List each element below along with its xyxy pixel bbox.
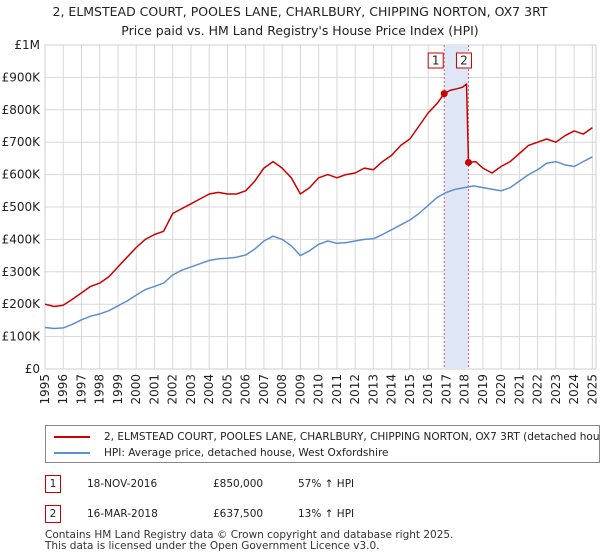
x-tick-label: 2000 [129,374,143,405]
footer-licence: This data is licensed under the Open Gov… [45,540,380,552]
plot-frame [44,44,597,370]
legend-swatch-hpi [54,452,90,454]
x-tick-label: 2006 [239,374,253,405]
highlight-band [444,45,469,369]
chart-title-line-2: Price paid vs. HM Land Registry's House … [121,23,479,38]
transaction-date: 16-MAR-2018 [87,508,158,520]
x-tick-label: 1998 [93,374,107,405]
transaction-hpi: 13% ↑ HPI [298,508,355,520]
property-series-line [44,83,593,308]
x-tick-label: 2013 [366,374,380,405]
x-tick-label: 2010 [312,374,326,405]
x-tick-label: 2021 [512,374,526,405]
y-tick-label: £100K [2,330,42,344]
x-tick-label: 2016 [421,374,435,405]
transaction-marker-label: 2 [45,505,61,523]
y-tick-label: £1M [14,38,40,52]
x-tick-label: 2004 [202,374,216,405]
x-tick-label: 1996 [56,374,70,405]
legend-label-property: 2, ELMSTEAD COURT, POOLES LANE, CHARLBUR… [104,431,600,443]
x-tick-label: 2003 [184,374,198,405]
legend-label-hpi: HPI: Average price, detached house, West… [104,447,389,459]
legend-item-hpi: HPI: Average price, detached house, West… [54,445,389,461]
x-tick-label: 2008 [275,374,289,405]
legend-item-property: 2, ELMSTEAD COURT, POOLES LANE, CHARLBUR… [54,429,600,445]
transaction-marker-box [427,52,444,69]
footer: Contains HM Land Registry data © Crown c… [45,530,453,552]
x-tick-label: 2020 [494,374,508,405]
y-tick-label: £300K [2,265,42,279]
x-tick-label: 2015 [403,374,417,405]
chart-title: 2, ELMSTEAD COURT, POOLES LANE, CHARLBUR… [0,2,600,40]
footer-copyright: Contains HM Land Registry data © Crown c… [45,529,454,541]
chart-series [44,83,593,330]
x-axis-ticks: 1995 1996 1997 1998 1999 2000 2001 2002 2003 2004… [38,374,599,405]
hpi-series-line [44,156,593,330]
x-tick-label: 2023 [549,374,563,405]
y-tick-label: £700K [2,135,42,149]
chart-grid [44,44,597,370]
x-tick-label: 2001 [147,374,161,405]
x-tick-label: 2007 [257,374,271,405]
x-tick-label: 2009 [293,374,307,405]
y-tick-label: £0 [25,362,40,376]
y-tick-label: £800K [2,103,42,117]
y-tick-label: £900K [2,70,42,84]
y-axis-ticks: £0 £100K £200K £300K £400K £500K £600K £700K £80… [2,38,42,376]
y-tick-label: £500K [2,200,42,214]
x-tick-label: 2017 [439,374,453,405]
x-tick-label: 2019 [476,374,490,405]
chart-legend: 2, ELMSTEAD COURT, POOLES LANE, CHARLBUR… [45,425,600,463]
x-tick-label: 2002 [166,374,180,405]
transaction-marker-label: 1 [432,54,440,68]
x-tick-label: 2012 [348,374,362,405]
transaction-marker-label: 1 [45,475,61,493]
transaction-lines [443,45,469,369]
x-tick-label: 2025 [585,374,599,405]
transaction-date: 18-NOV-2016 [87,478,158,490]
x-tick-label: 2014 [385,374,399,405]
transaction-point [464,158,472,166]
x-tick-label: 2024 [567,374,581,405]
transaction-price: £850,000 [213,478,264,490]
legend-swatch-property [54,436,90,438]
x-tick-label: 2018 [458,374,472,405]
transaction-point [440,90,448,98]
x-tick-label: 2011 [330,374,344,405]
x-tick-label: 1999 [111,374,125,405]
x-tick-label: 2005 [220,374,234,405]
x-tick-label: 1997 [74,374,88,405]
transaction-marker-label: 2 [460,54,468,68]
x-tick-label: 2022 [531,374,545,405]
transaction-marker-box [455,52,472,69]
x-tick-label: 1995 [38,374,52,405]
y-tick-label: £600K [2,168,42,182]
y-tick-label: £200K [2,297,42,311]
transaction-price: £637,500 [213,508,264,520]
transaction-hpi: 57% ↑ HPI [298,478,355,490]
y-tick-label: £400K [2,232,42,246]
chart-title-line-1: 2, ELMSTEAD COURT, POOLES LANE, CHARLBUR… [52,4,548,19]
